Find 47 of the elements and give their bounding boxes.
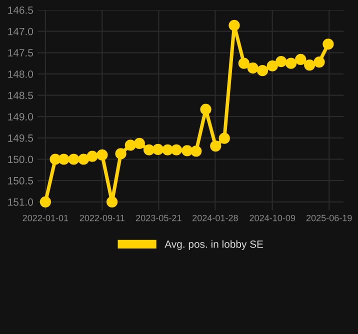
point	[256, 65, 268, 76]
point	[247, 62, 258, 74]
point	[200, 104, 212, 115]
point	[143, 144, 155, 156]
x-tick-label: 2022-01-01	[22, 214, 68, 222]
point	[238, 58, 250, 69]
y-tick-label: 148.5	[8, 92, 33, 100]
point	[124, 140, 136, 151]
y-tick-label: 150.0	[8, 156, 34, 164]
point	[162, 144, 174, 156]
point	[304, 59, 316, 71]
legend-label: Avg. pos. in lobby SE	[164, 240, 264, 250]
point	[106, 196, 118, 208]
point	[58, 154, 70, 165]
point	[210, 140, 222, 152]
y-tick-label: 148.0	[8, 70, 34, 78]
point	[86, 150, 98, 162]
y-tick-label: 150.5	[8, 177, 33, 184]
y-tick-label: 149.0	[8, 113, 34, 120]
point	[115, 148, 126, 160]
point	[190, 146, 202, 157]
point	[322, 38, 334, 50]
point	[96, 149, 108, 161]
point	[314, 56, 325, 68]
point	[218, 132, 230, 144]
point	[285, 58, 297, 69]
x-tick-label: 2023-05-21	[136, 214, 182, 222]
x-tick-label: 2024-10-09	[250, 214, 296, 222]
point	[152, 144, 164, 156]
y-tick-label: 149.5	[8, 134, 33, 142]
point	[134, 138, 145, 150]
y-tick-label: 147.0	[8, 28, 34, 36]
point	[78, 154, 90, 165]
y-tick-label: 151.0	[8, 198, 34, 206]
y-tick-label: 146.5	[8, 6, 33, 14]
point	[40, 196, 51, 208]
point	[68, 154, 80, 165]
point	[266, 60, 278, 72]
point	[182, 145, 193, 156]
x-tick-label: 2024-01-28	[192, 214, 238, 222]
point	[170, 144, 182, 156]
x-tick-label: 2025-06-19	[306, 214, 352, 222]
point	[276, 56, 287, 68]
point	[228, 20, 240, 31]
point	[295, 54, 306, 66]
y-tick-label: 147.5	[8, 49, 33, 57]
x-tick-label: 2022-09-11	[80, 214, 124, 222]
